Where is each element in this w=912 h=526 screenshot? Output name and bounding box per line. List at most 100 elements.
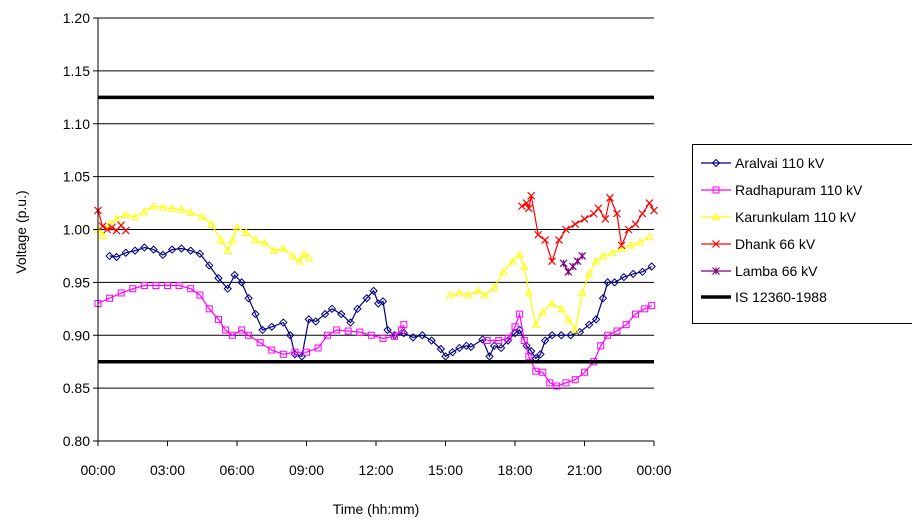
data-point [531,320,541,328]
data-point [598,251,608,260]
data-point [260,238,270,247]
data-point [522,199,531,207]
data-point [362,294,371,303]
data-point [547,298,557,307]
data-point [553,382,561,390]
data-point [541,236,550,244]
data-point [333,326,341,334]
data-point [613,327,621,335]
data-point [638,209,647,218]
data-point [495,337,503,345]
data-point [603,278,612,287]
data-point [149,245,158,254]
data-point [344,327,352,335]
data-point [631,310,639,318]
data-point [327,304,337,314]
data-point [256,339,264,347]
data-point [626,240,636,249]
y-tick-label: 0.95 [63,274,90,290]
data-point [251,235,260,244]
data-point [448,347,457,357]
data-point [606,193,614,202]
legend-label: Dhank 66 kV [735,236,816,252]
data-point [379,334,387,342]
series-line [487,305,652,387]
x-tick-label: 18:00 [497,462,532,478]
data-point [455,288,464,297]
data-point [367,331,375,339]
data-point [562,225,570,234]
data-point [244,294,253,303]
data-point [536,350,545,359]
data-point [462,341,471,351]
data-point [547,331,557,340]
y-tick-label: 0.85 [63,380,90,396]
data-point [107,223,116,232]
series-3 [94,191,658,266]
data-point [578,252,587,260]
data-point [527,191,536,200]
data-point [400,321,408,329]
data-point [112,252,121,262]
data-point [555,236,563,244]
data-point [304,315,314,324]
data-point [577,288,587,297]
legend-item: Radhapuram 110 kV [693,178,862,202]
data-point [311,317,320,326]
data-point [117,289,125,297]
data-point [584,320,594,329]
x-tick-label: 00:00 [80,462,115,478]
data-point [103,225,112,234]
data-point [519,261,529,270]
data-point [152,282,160,290]
data-point [230,270,239,280]
y-tick-label: 1.15 [63,63,90,79]
data-point [647,262,656,271]
data-point [139,206,149,215]
legend-label: Karunkulam 110 kV [735,209,857,225]
data-point [353,304,362,314]
data-point [648,302,656,310]
data-point [288,251,297,260]
data-point [597,342,605,350]
data-point [204,261,214,270]
legend-item: Aralvai 110 kV [693,151,824,175]
data-point [214,273,223,283]
data-point [483,337,491,345]
series-0 [105,243,656,363]
data-point [314,344,322,352]
data-point [610,278,619,287]
legend-marker [711,212,721,221]
series-line [97,284,405,355]
x-tick-label: 12:00 [358,462,393,478]
legend-label: Lamba 66 kV [735,263,818,279]
data-point [546,379,554,387]
data-point [158,250,168,260]
data-point [504,334,512,342]
data-point [466,342,476,352]
data-point [175,282,183,290]
series-layer [93,95,658,390]
data-point [571,220,580,229]
data-point [279,350,287,358]
data-point [140,243,149,252]
legend-swatch [701,158,731,168]
data-point [323,331,331,339]
data-point [186,208,196,216]
series-line [521,195,655,264]
series-2 [93,201,654,334]
data-point [237,278,246,287]
data-point [238,326,246,334]
data-point [559,259,568,268]
data-point [591,315,601,324]
data-point [269,246,279,254]
data-point [540,336,550,345]
y-tick-label: 0.90 [63,327,90,343]
data-point [295,256,304,265]
data-point [520,337,528,345]
data-point [485,352,494,361]
data-point [196,291,204,299]
data-point [624,225,633,234]
data-point [534,230,543,239]
